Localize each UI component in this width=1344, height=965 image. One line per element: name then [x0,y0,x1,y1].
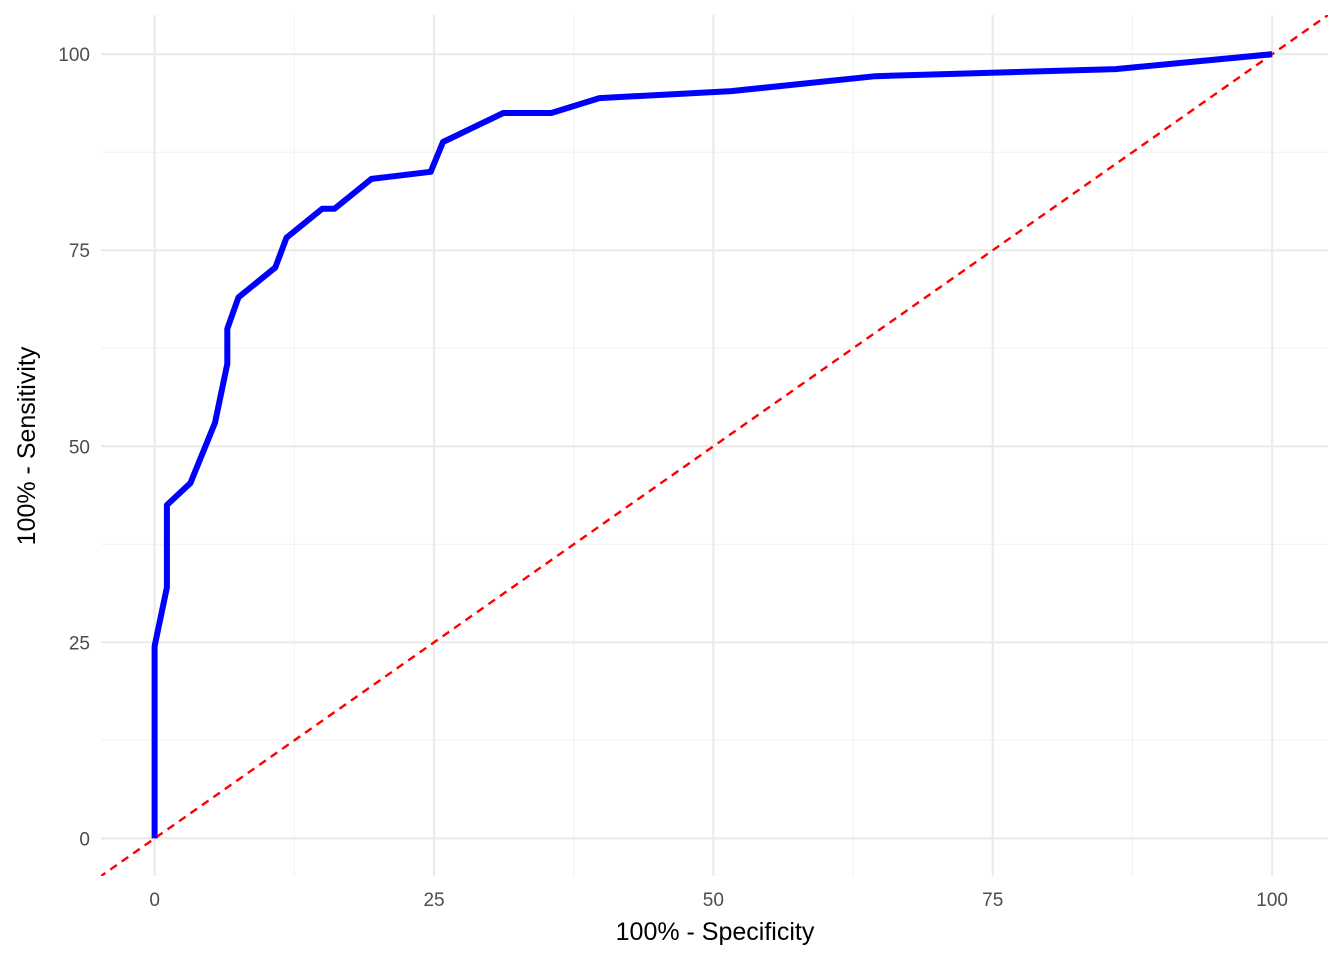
x-tick-label: 25 [423,890,444,911]
y-tick-label: 75 [69,241,90,262]
y-tick-label: 50 [69,437,90,458]
x-tick-label: 100 [1256,890,1288,911]
grid-lines [101,15,1328,876]
x-tick-label: 50 [703,890,724,911]
x-tick-label: 75 [982,890,1003,911]
x-tick-label: 0 [149,890,160,911]
y-tick-label: 0 [79,829,90,850]
series-layer [101,15,1328,876]
y-tick-label: 100 [58,45,90,66]
tick-labels: 0 25 50 75 100 0 25 50 75 100 [58,45,1288,911]
roc-curve-line [151,51,1273,839]
y-tick-label: 25 [69,633,90,654]
y-axis-title: 100% - Sensitivity [13,346,41,545]
reference-diagonal-line [101,15,1328,876]
x-axis-title: 100% - Specificity [616,918,815,946]
